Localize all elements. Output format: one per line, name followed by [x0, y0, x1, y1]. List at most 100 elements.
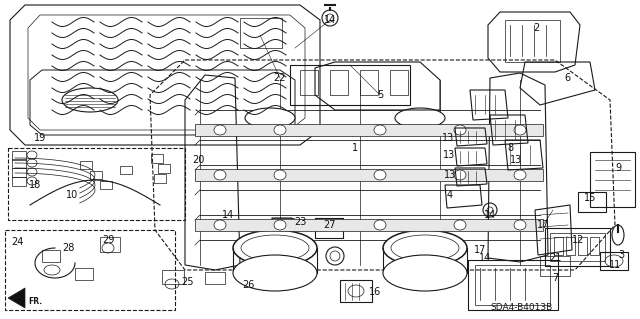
- Text: 13: 13: [510, 155, 522, 165]
- Bar: [151, 154, 163, 163]
- Bar: [12, 177, 26, 186]
- Bar: [540, 256, 570, 276]
- Bar: [300, 70, 318, 95]
- Polygon shape: [28, 15, 305, 130]
- Bar: [566, 237, 575, 255]
- Bar: [90, 171, 102, 179]
- Text: 11: 11: [609, 260, 621, 270]
- Text: 29: 29: [102, 235, 114, 245]
- Ellipse shape: [395, 108, 445, 128]
- Bar: [75, 268, 93, 280]
- Text: 27: 27: [324, 220, 336, 230]
- Bar: [42, 250, 60, 262]
- Bar: [330, 70, 348, 95]
- Text: 2: 2: [533, 23, 539, 33]
- Bar: [390, 70, 408, 95]
- Bar: [158, 164, 170, 173]
- Ellipse shape: [233, 255, 317, 291]
- Ellipse shape: [383, 230, 467, 266]
- Bar: [590, 152, 635, 207]
- Ellipse shape: [383, 255, 467, 291]
- Bar: [12, 151, 26, 160]
- Bar: [195, 124, 543, 136]
- Bar: [100, 237, 120, 252]
- Text: 25: 25: [182, 277, 195, 287]
- Text: 6: 6: [564, 73, 570, 83]
- Bar: [475, 265, 550, 305]
- Bar: [550, 233, 605, 261]
- Text: 14: 14: [479, 253, 491, 263]
- Text: 7: 7: [552, 273, 558, 283]
- Ellipse shape: [233, 230, 317, 266]
- Bar: [290, 65, 410, 105]
- Ellipse shape: [514, 220, 526, 230]
- Bar: [195, 219, 543, 231]
- Text: 23: 23: [294, 217, 306, 227]
- Ellipse shape: [245, 108, 295, 128]
- Text: 13: 13: [442, 133, 454, 143]
- Ellipse shape: [274, 125, 286, 135]
- Polygon shape: [8, 288, 25, 308]
- Bar: [100, 181, 112, 189]
- Text: 14: 14: [222, 210, 234, 220]
- Ellipse shape: [374, 170, 386, 180]
- Text: SDA4-B4013B: SDA4-B4013B: [490, 302, 552, 311]
- Ellipse shape: [214, 220, 226, 230]
- Bar: [240, 18, 282, 48]
- Text: 22: 22: [274, 73, 286, 83]
- Bar: [340, 280, 372, 302]
- Text: 20: 20: [192, 155, 204, 165]
- Text: 14: 14: [484, 210, 496, 220]
- Ellipse shape: [274, 170, 286, 180]
- Text: 13: 13: [443, 150, 455, 160]
- Ellipse shape: [454, 170, 466, 180]
- Ellipse shape: [374, 220, 386, 230]
- Bar: [360, 70, 378, 95]
- Bar: [205, 272, 225, 284]
- Text: 17: 17: [474, 245, 486, 255]
- Text: 26: 26: [242, 280, 254, 290]
- Text: 3: 3: [618, 250, 624, 260]
- Ellipse shape: [454, 220, 466, 230]
- Ellipse shape: [374, 125, 386, 135]
- Ellipse shape: [214, 125, 226, 135]
- Text: 17: 17: [537, 220, 549, 230]
- Bar: [272, 218, 294, 236]
- Bar: [162, 270, 184, 284]
- Text: 1: 1: [352, 143, 358, 153]
- Ellipse shape: [514, 125, 526, 135]
- Bar: [600, 252, 628, 270]
- Bar: [505, 20, 560, 62]
- Bar: [120, 166, 132, 174]
- Text: 15: 15: [584, 193, 596, 203]
- Text: 9: 9: [615, 163, 621, 173]
- Text: FR.: FR.: [28, 298, 42, 307]
- Bar: [468, 260, 558, 310]
- Text: 5: 5: [377, 90, 383, 100]
- Text: 18: 18: [29, 180, 41, 190]
- Bar: [578, 237, 587, 255]
- Bar: [80, 161, 92, 169]
- Text: 8: 8: [507, 143, 513, 153]
- Text: 12: 12: [572, 235, 584, 245]
- Ellipse shape: [454, 125, 466, 135]
- Bar: [12, 168, 26, 177]
- Bar: [554, 237, 563, 255]
- Bar: [578, 192, 606, 212]
- Text: 28: 28: [62, 243, 74, 253]
- Ellipse shape: [274, 220, 286, 230]
- Ellipse shape: [214, 170, 226, 180]
- Text: 10: 10: [66, 190, 78, 200]
- Bar: [12, 159, 26, 168]
- Bar: [195, 169, 543, 181]
- Bar: [154, 174, 166, 183]
- Bar: [545, 228, 610, 266]
- Text: 4: 4: [447, 190, 453, 200]
- Text: 24: 24: [11, 237, 23, 247]
- Text: 19: 19: [34, 133, 46, 143]
- Text: 21: 21: [549, 253, 561, 263]
- Text: 16: 16: [369, 287, 381, 297]
- Bar: [315, 218, 343, 238]
- Text: 13: 13: [444, 170, 456, 180]
- Bar: [590, 237, 599, 255]
